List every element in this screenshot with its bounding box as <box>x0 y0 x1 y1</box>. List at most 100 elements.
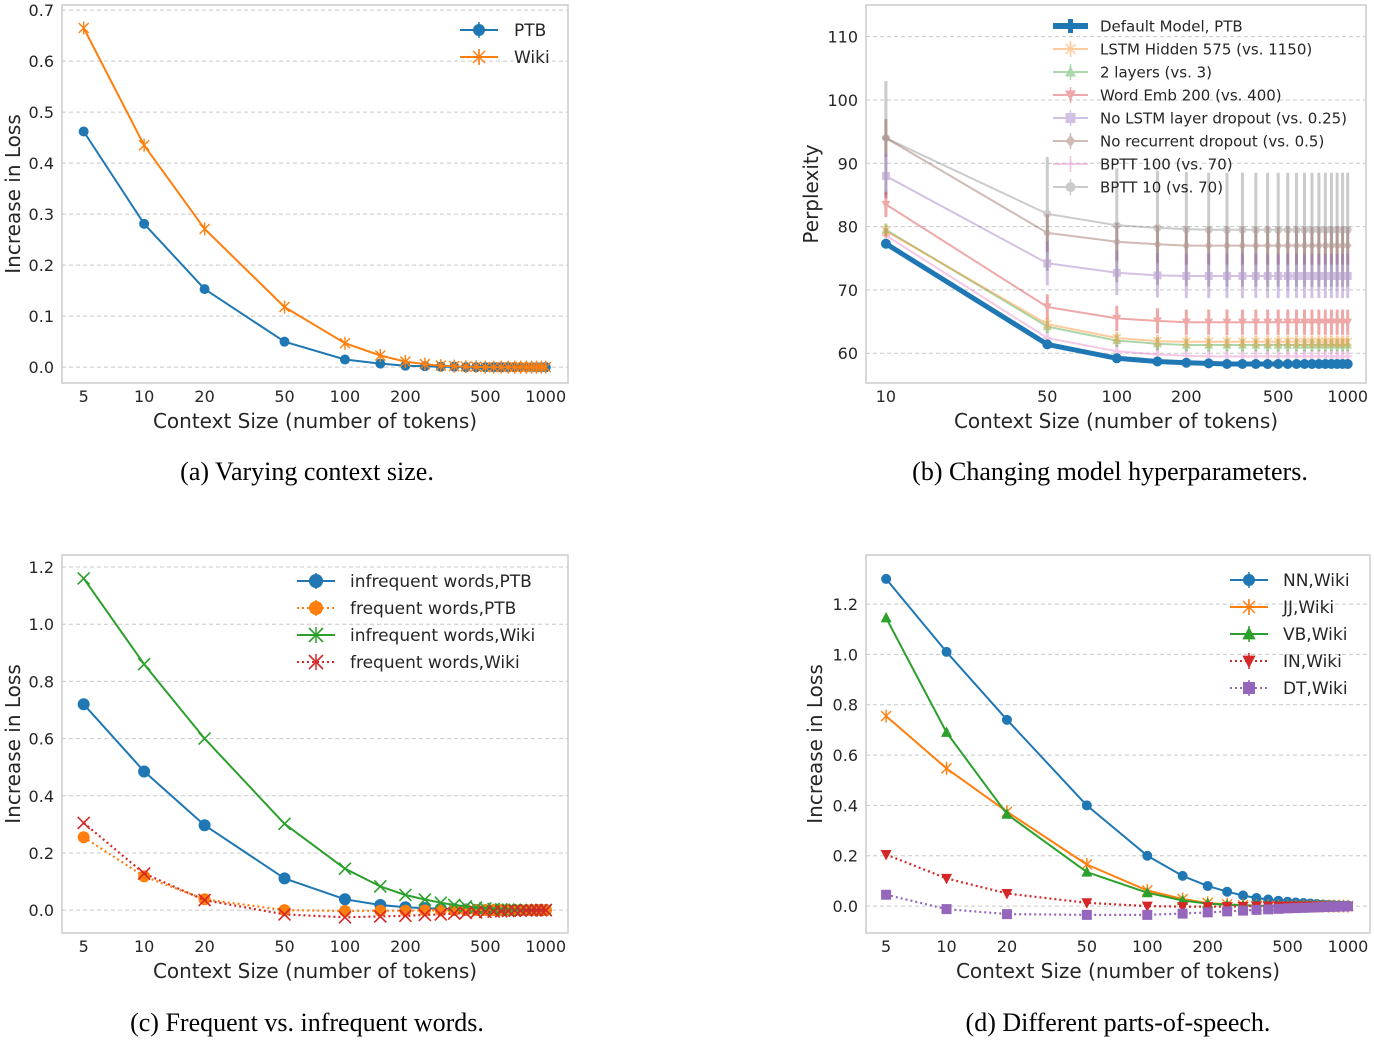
data-point-marker <box>880 709 892 723</box>
data-point-marker <box>1305 902 1316 913</box>
legend-label: frequent words,PTB <box>350 599 516 619</box>
data-point-marker <box>1042 318 1052 330</box>
legend-marker <box>309 601 323 615</box>
x-tick-label: 500 <box>470 387 501 406</box>
data-point-marker <box>1333 271 1342 280</box>
data-point-marker <box>418 892 432 907</box>
data-point-marker <box>1300 240 1309 251</box>
subplot-c: 0.0 0.2 0.4 0.6 0.8 1.0 1.2 5 10 20 50 100 200 500 100… <box>1 554 569 1037</box>
data-point-marker <box>1307 225 1316 234</box>
data-point-marker <box>1238 905 1249 916</box>
data-point-marker <box>1251 225 1260 234</box>
data-point-marker <box>534 903 548 917</box>
subplot-b: 60 70 80 90 100 110 10 50 100 200 500 1000 Context S… <box>799 4 1368 486</box>
x-tick-label: 50 <box>274 937 294 956</box>
y-tick-label: 70 <box>838 281 858 300</box>
data-point-marker <box>1273 318 1283 328</box>
data-point-marker <box>1042 321 1052 331</box>
legend-marker <box>309 574 323 588</box>
x-axis-label: Context Size (number of tokens) <box>956 959 1280 983</box>
data-point-marker <box>525 903 539 917</box>
data-point-marker <box>460 360 472 374</box>
data-point-marker <box>1283 318 1293 328</box>
data-point-marker <box>1332 336 1342 348</box>
y-tick-label: 0.4 <box>29 154 54 173</box>
data-point-marker <box>1081 909 1092 920</box>
data-point-marker <box>1081 800 1092 811</box>
data-point-marker <box>1251 904 1262 915</box>
legend-entry <box>297 627 335 643</box>
series-line <box>885 203 1348 324</box>
data-point-marker <box>374 904 387 917</box>
x-tick-label: 500 <box>1272 937 1303 956</box>
series-line <box>885 137 1348 231</box>
legend-entry <box>1053 64 1088 80</box>
x-tick-label: 5 <box>79 387 89 406</box>
data-point-marker <box>1222 318 1232 328</box>
series-no-recurrent-dropout-vs-0-5- <box>881 118 1352 265</box>
data-point-marker <box>1153 317 1162 326</box>
data-point-marker <box>338 904 351 917</box>
data-point-marker <box>1112 237 1121 247</box>
legend-entry <box>1230 626 1268 642</box>
data-point-marker <box>1273 340 1283 349</box>
y-tick-label: 60 <box>838 344 858 363</box>
legend-entry <box>1053 133 1088 149</box>
data-point-marker <box>277 817 292 831</box>
data-point-marker <box>1343 225 1352 234</box>
data-point-marker <box>137 657 151 671</box>
data-point-marker <box>1317 902 1328 913</box>
data-point-marker <box>1043 259 1052 268</box>
subplot-caption: (d) Different parts-of-speech. <box>966 1008 1271 1037</box>
legend: PTB Wiki <box>460 21 550 68</box>
data-point-marker <box>1043 209 1052 218</box>
data-point-marker <box>1327 271 1336 280</box>
x-tick-label: 10 <box>876 387 896 406</box>
data-point-marker <box>881 171 890 180</box>
data-point-marker <box>1262 359 1273 370</box>
x-tick-label: 1000 <box>1327 387 1368 406</box>
legend-entry <box>297 654 335 670</box>
y-tick-label: 0.0 <box>833 897 858 916</box>
x-tick-label: 50 <box>1037 387 1057 406</box>
data-point-marker <box>1338 336 1348 348</box>
plot-area <box>865 4 1367 384</box>
y-tick-label: 0.2 <box>833 847 858 866</box>
data-point-marker <box>1323 901 1334 912</box>
data-point-marker <box>1081 866 1093 877</box>
data-point-marker <box>1320 340 1330 349</box>
legend-entry <box>1230 599 1268 615</box>
data-point-marker <box>1222 906 1233 917</box>
data-point-marker <box>1320 336 1330 348</box>
data-point-marker <box>1327 225 1336 234</box>
data-point-marker <box>1141 886 1153 898</box>
data-point-marker <box>540 360 552 374</box>
data-point-marker <box>1263 318 1273 328</box>
data-point-marker <box>1043 228 1052 238</box>
y-tick-label: 0.4 <box>833 796 858 815</box>
legend-label: infrequent words,Wiki <box>350 626 535 646</box>
data-point-marker <box>1222 336 1232 348</box>
data-point-marker <box>1221 359 1232 370</box>
data-point-marker <box>1204 225 1213 234</box>
legend-entry <box>1230 653 1268 669</box>
data-point-marker <box>881 231 890 240</box>
data-point-marker <box>1343 240 1352 251</box>
legend-label: Word Emb 200 (vs. 400) <box>1100 86 1282 104</box>
x-tick-label: 1000 <box>525 937 566 956</box>
data-point-marker <box>374 348 386 362</box>
legend-entry <box>1053 156 1088 172</box>
data-point-marker <box>880 238 891 249</box>
data-point-marker <box>198 893 212 907</box>
legend-entry <box>1053 179 1088 195</box>
data-point-marker <box>1283 225 1292 234</box>
data-point-marker <box>1290 903 1301 914</box>
x-tick-label: 20 <box>194 937 214 956</box>
data-point-marker <box>199 284 210 295</box>
data-point-marker <box>1251 340 1261 349</box>
data-point-marker <box>1282 903 1293 914</box>
y-tick-label: 0.1 <box>29 307 54 326</box>
y-tick-label: 90 <box>838 154 858 173</box>
data-point-marker <box>1153 239 1162 250</box>
data-point-marker <box>1314 318 1324 328</box>
